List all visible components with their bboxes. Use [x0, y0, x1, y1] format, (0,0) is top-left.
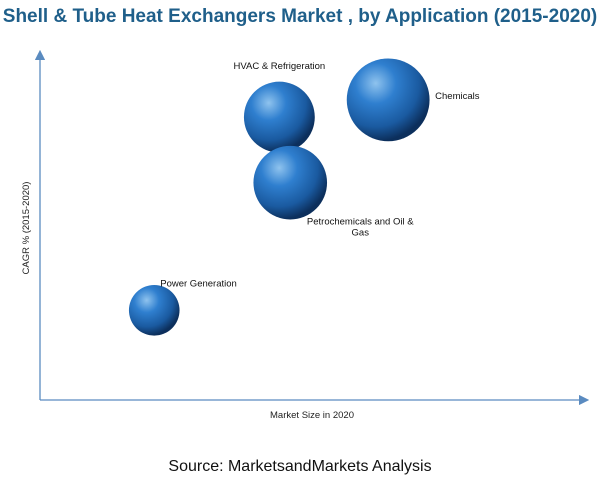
y-axis-label: CAGR % (2015-2020) — [21, 182, 32, 275]
chart-title: Shell & Tube Heat Exchangers Market , by… — [2, 6, 598, 27]
bubble-power-generation — [128, 285, 180, 336]
x-axis-label: Market Size in 2020 — [270, 410, 354, 421]
bubble-label-chemicals: Chemicals — [435, 91, 480, 102]
bubble-label-hvac-refrigeration: HVAC & Refrigeration — [234, 61, 326, 72]
bubble-label-power-generation: Power Generation — [160, 278, 237, 289]
bubble-label-petrochemicals-and-oil-gas: Petrochemicals and Oil & Gas — [307, 217, 414, 239]
bubble-petrochemicals-and-oil-gas — [253, 145, 328, 220]
bubble-chemicals — [346, 58, 430, 142]
bubble-layer — [128, 58, 430, 336]
source-note: Source: MarketsandMarkets Analysis — [168, 458, 432, 475]
bubble-hvac-refrigeration — [243, 81, 315, 153]
bubble-label-layer: Power Generation HVAC & Refrigeration Petr… — [160, 61, 480, 289]
